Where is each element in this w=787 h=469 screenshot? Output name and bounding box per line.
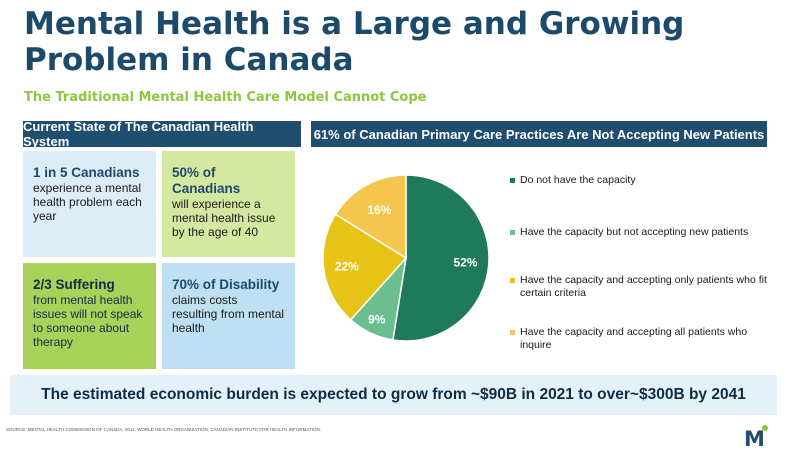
- legend-item-3: Have the capacity and accepting all pati…: [510, 326, 780, 352]
- stat-card-head: 50% of Canadians: [172, 165, 241, 196]
- legend-swatch: [510, 330, 515, 335]
- page-title: Mental Health is a Large and Growing Pro…: [24, 6, 685, 78]
- stat-card-body: will experience a mental health issue by…: [172, 197, 276, 239]
- stat-card-body: from mental health issues will not speak…: [33, 293, 143, 349]
- legend-item-0: Do not have the capacity: [510, 174, 780, 187]
- stat-card-head: 2/3 Suffering: [33, 277, 115, 292]
- right-section-header: 61% of Canadian Primary Care Practices A…: [311, 121, 767, 147]
- company-logo: M: [744, 425, 768, 450]
- pie-slice-0: [392, 174, 490, 342]
- stat-card-body: claims costs resulting from mental healt…: [172, 293, 285, 335]
- pie-slice-2: [322, 213, 408, 321]
- legend-label: Have the capacity and accepting only pat…: [520, 274, 767, 299]
- legend-item-1: Have the capacity but not accepting new …: [510, 226, 780, 239]
- source-note: SOURCE: MENTAL HEALTH COMMISSION OF CANA…: [6, 427, 322, 432]
- economic-burden-banner: The estimated economic burden is expecte…: [10, 375, 777, 415]
- legend-label: Do not have the capacity: [520, 174, 636, 186]
- stat-card-50-percent: 50% of Canadians will experience a menta…: [162, 151, 295, 257]
- legend-swatch: [510, 178, 515, 183]
- pie-chart: 52% 9% 22% 16%: [322, 174, 490, 342]
- legend-item-2: Have the capacity and accepting only pat…: [510, 274, 780, 300]
- svg-text:M: M: [744, 427, 765, 450]
- stat-card-two-thirds: 2/3 Suffering from mental health issues …: [23, 263, 156, 369]
- pie-slice-label-3: 16%: [367, 203, 391, 217]
- stat-card-body: experience a mental health problem each …: [33, 181, 142, 223]
- stat-card-head: 1 in 5 Canadians: [33, 165, 140, 180]
- stat-card-head: 70% of Disability: [172, 277, 280, 292]
- legend-label: Have the capacity but not accepting new …: [520, 226, 749, 238]
- legend-swatch: [510, 278, 515, 283]
- pie-slice-label-0: 52%: [454, 256, 478, 270]
- legend-label: Have the capacity and accepting all pati…: [520, 326, 748, 351]
- stat-card-1-in-5: 1 in 5 Canadians experience a mental hea…: [23, 151, 156, 257]
- page-subtitle: The Traditional Mental Health Care Model…: [24, 90, 427, 105]
- legend-swatch: [510, 230, 515, 235]
- left-section-header: Current State of The Canadian Health Sys…: [23, 119, 301, 149]
- pie-slice-3: [334, 174, 407, 260]
- stat-card-70-percent: 70% of Disability claims costs resulting…: [162, 263, 295, 369]
- pie-slice-label-2: 22%: [335, 260, 359, 274]
- pie-slice-label-1: 9%: [368, 312, 386, 326]
